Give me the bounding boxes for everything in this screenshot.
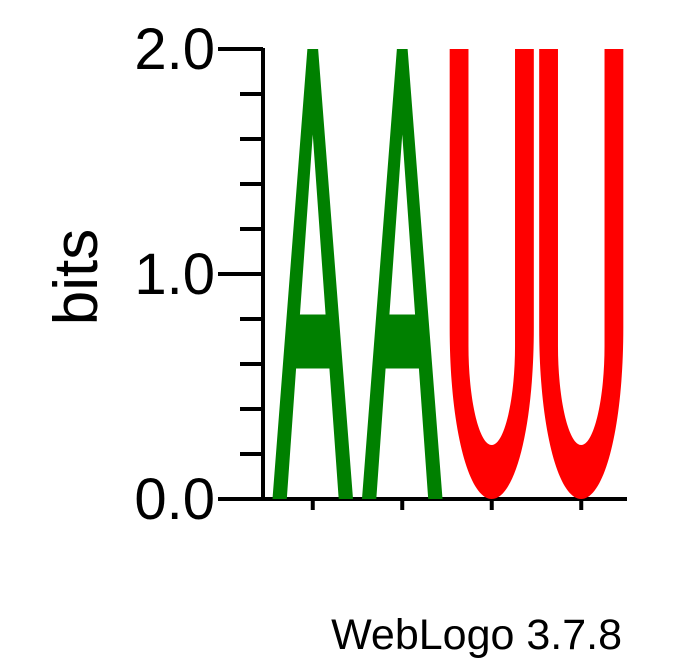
y-tick-label: 0.0 [134, 467, 215, 532]
y-tick-label: 1.0 [134, 242, 215, 307]
axis-layer: 0.0 1.0 2.0 [134, 17, 627, 532]
y-tick-label: 2.0 [134, 17, 215, 82]
letter-U-pos3 [449, 49, 534, 499]
letter-A-pos1 [272, 49, 354, 499]
letters-layer [272, 49, 624, 499]
weblogo-credit: WebLogo 3.7.8 [331, 611, 622, 659]
letter-A-pos2 [361, 49, 443, 499]
letter-U-pos4 [539, 49, 624, 499]
y-axis-label: bits [42, 229, 111, 325]
